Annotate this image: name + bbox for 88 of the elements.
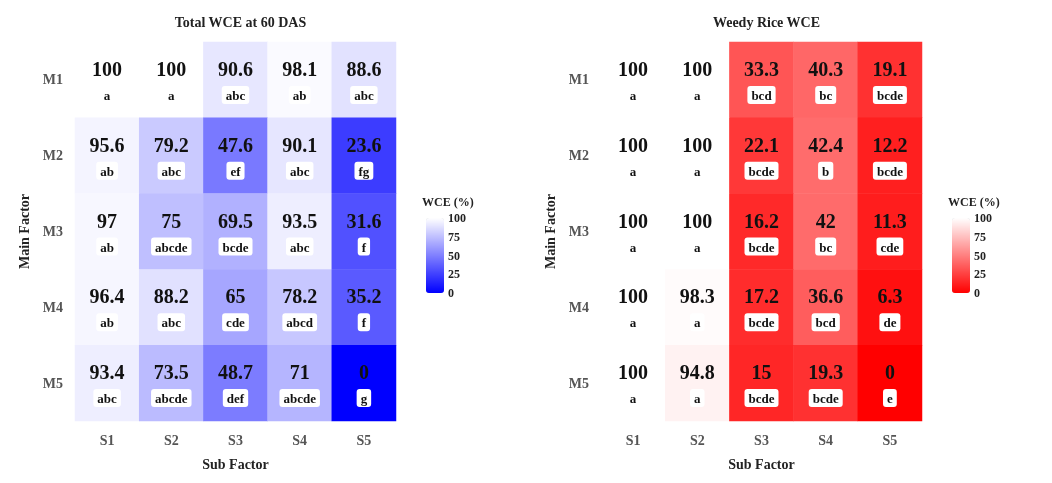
color-bar-label: 50 <box>974 248 986 263</box>
chart-title: Total WCE at 60 DAS <box>174 14 307 30</box>
data-label: 65 cde <box>225 285 246 331</box>
color-bar-label: 50 <box>448 248 460 263</box>
data-label: 98.3 a <box>679 285 715 331</box>
data-label: 36.6 bcd <box>808 285 844 331</box>
data-label: 88.6 abc <box>346 57 382 103</box>
data-label: 90.6 abc <box>218 57 253 103</box>
color-bar-label: 25 <box>974 267 986 282</box>
x-tick-label: S4 <box>818 432 834 448</box>
data-label: 12.2 bcde <box>872 133 908 179</box>
data-label: 16.2 bcde <box>744 209 779 255</box>
data-label: 31.6 f <box>346 209 382 255</box>
data-label: 93.4 abc <box>89 361 125 407</box>
color-bar-label: 75 <box>448 229 460 244</box>
data-label: 88.2 abc <box>153 285 189 331</box>
data-label: 100 a <box>682 57 713 103</box>
y-tick-label: M2 <box>42 148 63 164</box>
y-axis-title: Main Factor <box>17 193 33 270</box>
y-tick-label: M4 <box>568 299 589 315</box>
data-label: 98.1 ab <box>282 57 318 103</box>
color-bar-label: 100 <box>974 211 992 225</box>
color-bar-label: 0 <box>974 286 980 300</box>
data-label: 78.2 abcd <box>282 285 318 331</box>
x-axis-title: Sub Factor <box>202 456 269 472</box>
data-label: 11.3 cde <box>872 209 907 255</box>
x-tick-label: S4 <box>292 432 308 448</box>
data-label: 23.6 fg <box>346 133 382 179</box>
data-label: 100 a <box>618 361 649 407</box>
data-label: 22.1 bcde <box>744 133 779 179</box>
data-label: 42 bc <box>815 209 836 255</box>
data-label: 100 a <box>618 285 649 331</box>
y-tick-label: M3 <box>568 224 589 239</box>
data-label: 94.8 a <box>679 361 715 407</box>
data-label: 100 a <box>92 57 123 103</box>
color-bar-label: 25 <box>448 267 460 282</box>
color-bar-label: 75 <box>974 229 986 244</box>
data-label: 19.3 bcde <box>808 361 844 407</box>
x-tick-label: S2 <box>163 432 179 448</box>
data-label: 33.3 bcd <box>744 57 779 103</box>
data-label: 73.5 abcde <box>153 361 189 407</box>
data-label: 15 bcde <box>748 361 775 407</box>
x-tick-label: S3 <box>754 432 769 448</box>
y-tick-label: M5 <box>568 375 589 391</box>
data-label: 47.6 ef <box>218 133 253 179</box>
data-label: 42.4 b <box>808 133 844 179</box>
data-label: 69.5 bcde <box>218 209 253 255</box>
x-tick-label: S1 <box>99 432 115 448</box>
data-label: 97 ab <box>97 209 118 255</box>
x-tick-label: S3 <box>228 432 243 448</box>
data-label: 79.2 abc <box>153 133 189 179</box>
data-label: 95.6 ab <box>89 133 125 179</box>
data-label: 75 abcde <box>155 209 188 255</box>
data-label: 100 a <box>682 209 713 255</box>
color-bar-label: 0 <box>448 286 454 300</box>
data-label: 17.2 bcde <box>744 285 779 331</box>
data-label: 96.4 ab <box>89 285 125 331</box>
y-tick-label: M5 <box>42 375 63 391</box>
data-label: 100 a <box>618 133 649 179</box>
x-tick-label: S1 <box>625 432 641 448</box>
data-label: 19.1 bcde <box>872 57 908 103</box>
data-label: 40.3 bc <box>808 57 844 103</box>
y-tick-label: M4 <box>42 299 63 315</box>
data-label: 90.1 abc <box>282 133 318 179</box>
data-label: 6.3 de <box>877 285 903 331</box>
x-axis-title: Sub Factor <box>728 456 795 472</box>
x-tick-label: S5 <box>882 432 898 448</box>
y-tick-label: M1 <box>568 72 589 88</box>
y-axis-title: Main Factor <box>543 193 559 270</box>
data-label: 100 a <box>618 57 649 103</box>
data-label: 35.2 f <box>346 285 382 331</box>
chart-title: Weedy Rice WCE <box>712 14 821 30</box>
x-tick-label: S2 <box>689 432 705 448</box>
data-label: 100 a <box>682 133 713 179</box>
data-label: 71 abcde <box>283 361 317 407</box>
data-label: 100 a <box>156 57 187 103</box>
data-label: 93.5 abc <box>282 209 318 255</box>
color-bar-title: WCE (%) <box>422 195 474 209</box>
y-tick-label: M3 <box>42 224 63 239</box>
color-bar-title: WCE (%) <box>948 195 1000 209</box>
data-label: 0 g <box>358 361 369 407</box>
y-tick-label: M1 <box>42 72 63 88</box>
data-label: 48.7 def <box>218 361 253 407</box>
x-tick-label: S5 <box>356 432 372 448</box>
y-tick-label: M2 <box>568 148 589 164</box>
data-label: 100 a <box>618 209 649 255</box>
data-label: 0 e <box>884 361 895 407</box>
color-bar-label: 100 <box>448 211 466 225</box>
